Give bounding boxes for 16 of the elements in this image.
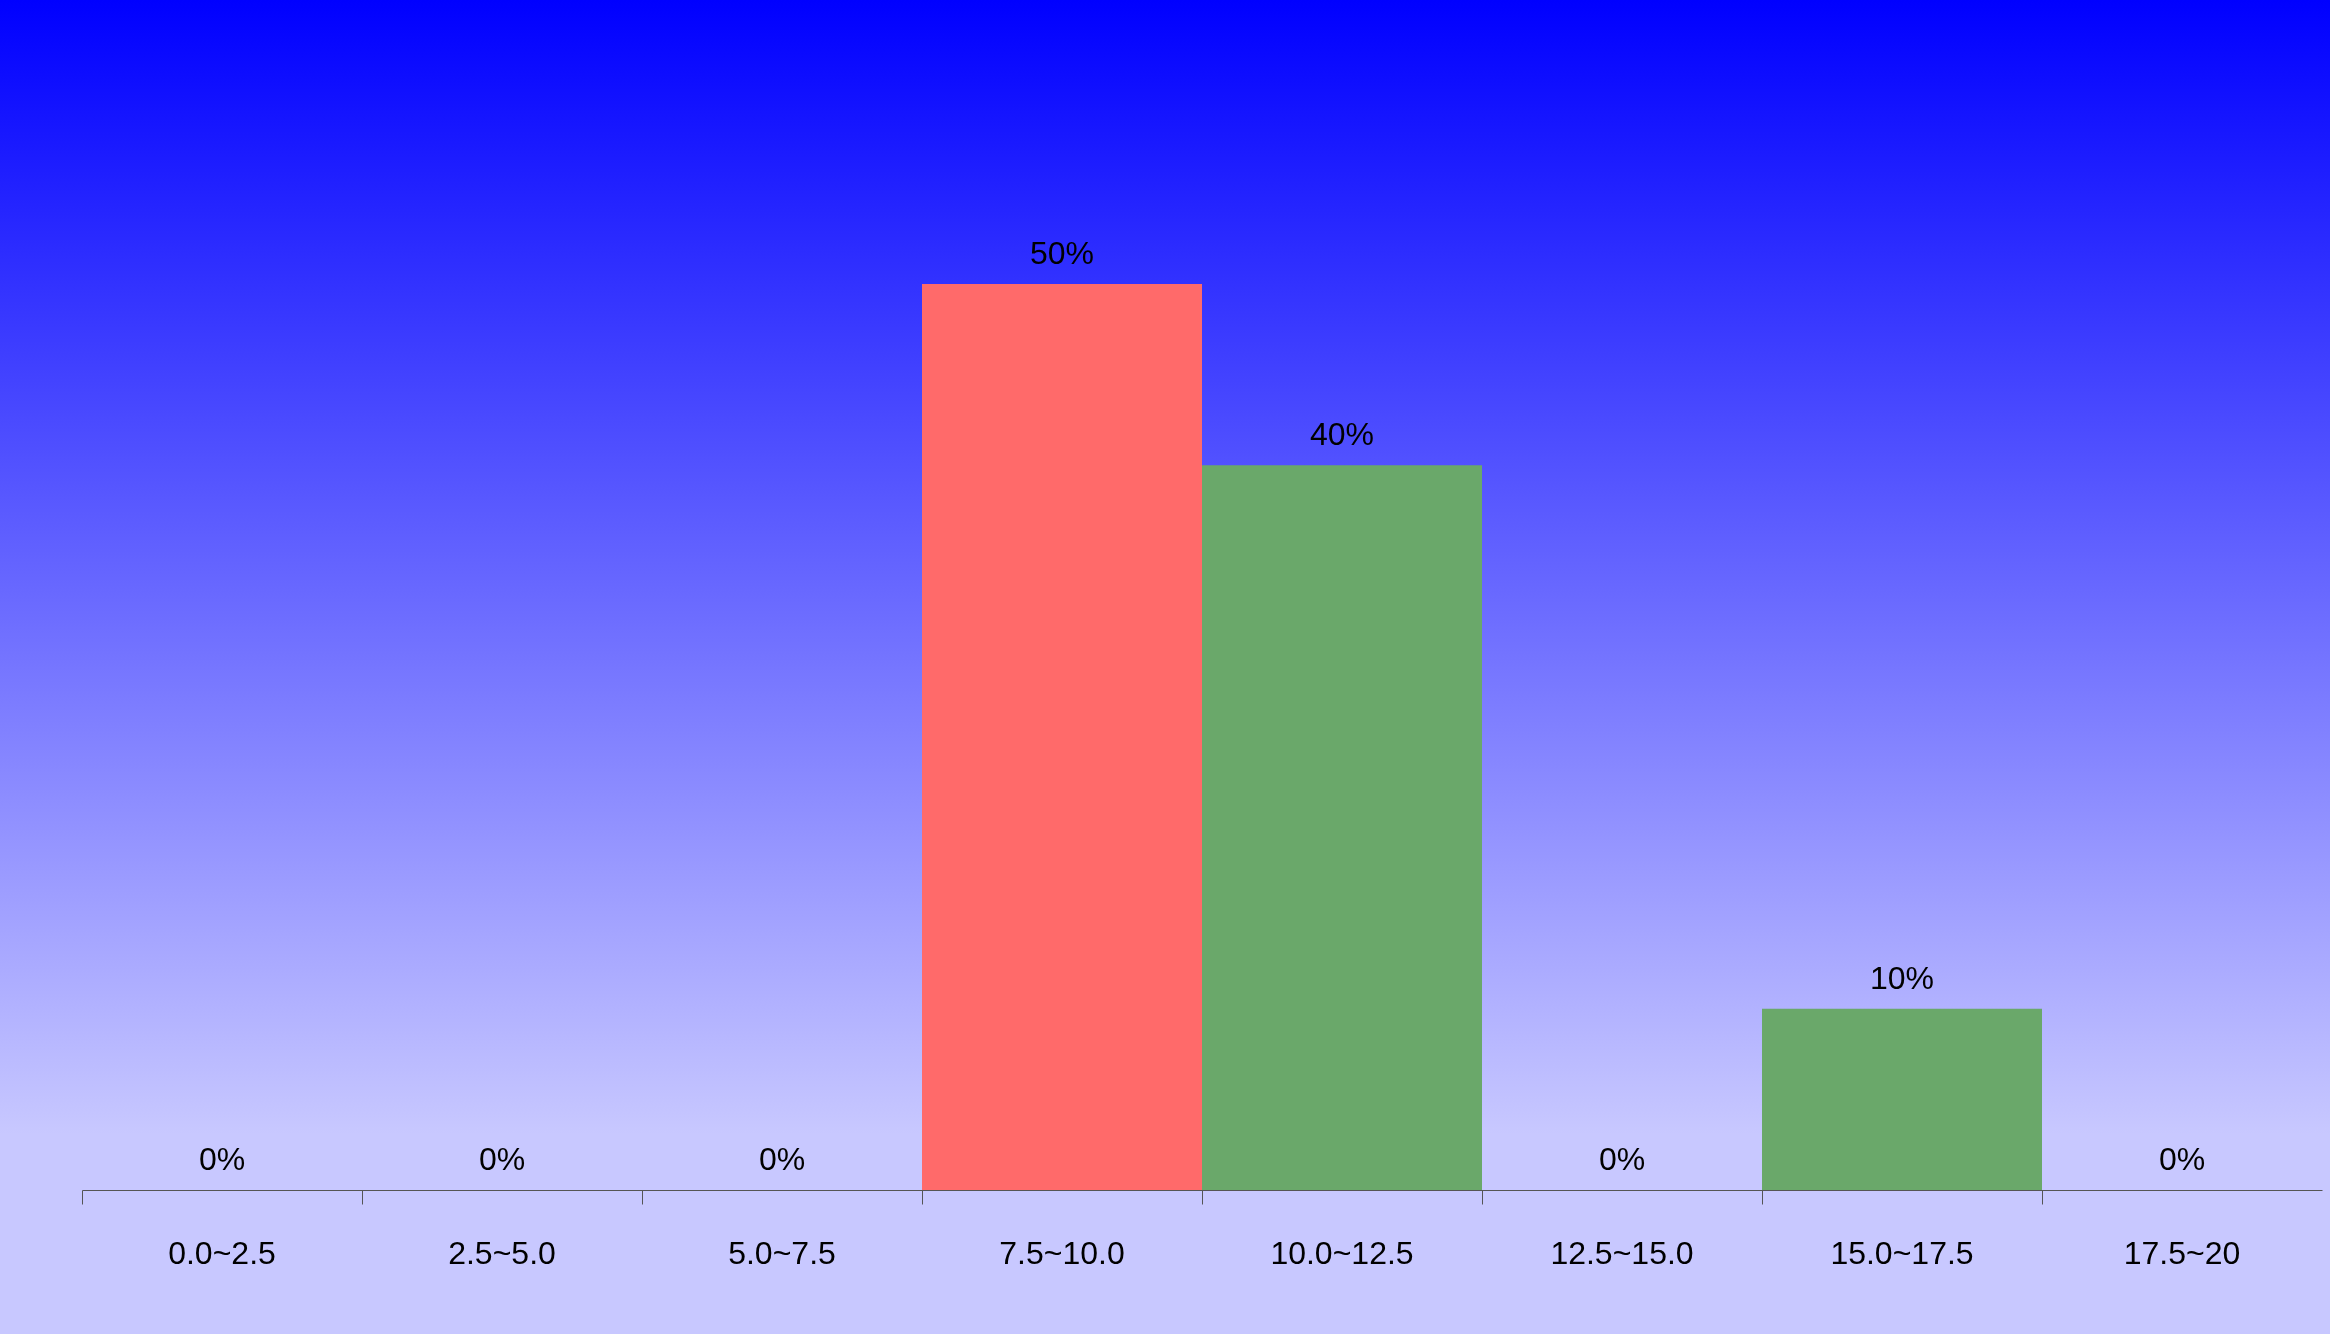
data-label: 0% (198, 1141, 246, 1177)
x-tick-label: 10.0~12.5 (1270, 1234, 1414, 1271)
x-tick-label: 5.0~7.5 (728, 1234, 836, 1271)
data-label: 0% (478, 1141, 526, 1177)
x-tick-label: 17.5~20 (2123, 1234, 2241, 1271)
data-label: 0% (758, 1141, 806, 1177)
data-label: 0% (1598, 1141, 1646, 1177)
data-label: 50% (1029, 235, 1095, 271)
data-label: 10% (1869, 959, 1935, 996)
data-label: 40% (1309, 416, 1375, 453)
x-tick-label: 15.0~17.5 (1830, 1234, 1974, 1271)
x-tick-label: 12.5~15.0 (1550, 1234, 1694, 1271)
x-tick-label: 0.0~2.5 (168, 1234, 276, 1271)
x-tick-label: 2.5~5.0 (448, 1234, 556, 1271)
x-tick-label: 7.5~10.0 (999, 1234, 1125, 1271)
data-label: 0% (2158, 1141, 2206, 1177)
